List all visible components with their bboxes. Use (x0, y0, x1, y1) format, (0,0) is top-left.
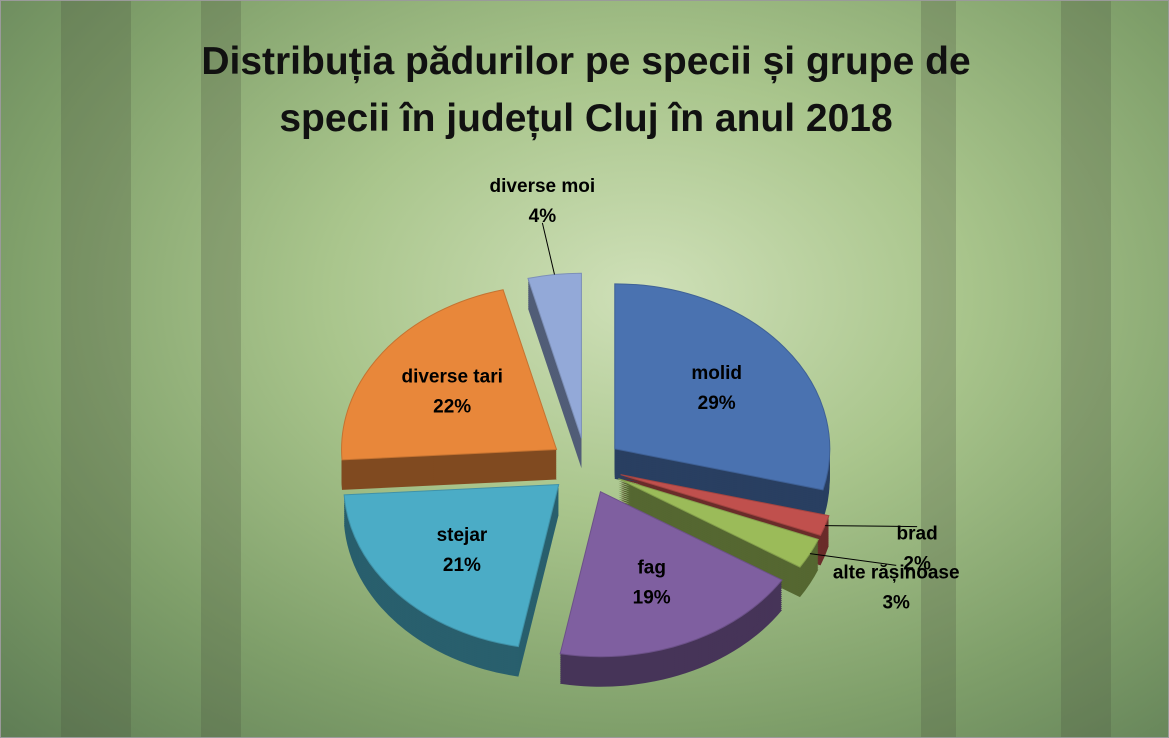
tree-trunk (1061, 1, 1111, 737)
leader-line (825, 525, 918, 528)
slice (341, 289, 558, 461)
data-label-name: molid (691, 363, 742, 384)
tree-trunk (61, 1, 131, 737)
data-label-value: 29% (698, 393, 736, 414)
slice (527, 272, 582, 439)
data-label-value: 22% (433, 396, 471, 417)
chart-title: Distribuția pădurilor pe specii și grupe… (201, 40, 971, 140)
slice (343, 483, 560, 648)
data-label-value: 3% (882, 592, 910, 613)
tree-trunk (201, 1, 241, 737)
slice (559, 490, 783, 658)
slice (620, 474, 830, 536)
tree-trunk (921, 1, 956, 737)
data-label-name: diverse moi (490, 176, 596, 197)
leader-line (541, 222, 555, 275)
data-label-name: alte rășinoase (833, 562, 960, 583)
data-label-value: 19% (633, 588, 671, 609)
data-label-name: diverse tari (401, 366, 502, 387)
data-label-name: fag (637, 558, 666, 579)
data-label-value: 21% (443, 555, 481, 576)
data-label-value: 4% (529, 206, 557, 227)
slice-side (620, 478, 829, 540)
leader-line (809, 553, 897, 566)
data-label-name: stejar (437, 525, 488, 546)
slice (614, 283, 831, 491)
data-label-value: 2% (903, 554, 931, 575)
data-label-name: brad (897, 524, 938, 545)
